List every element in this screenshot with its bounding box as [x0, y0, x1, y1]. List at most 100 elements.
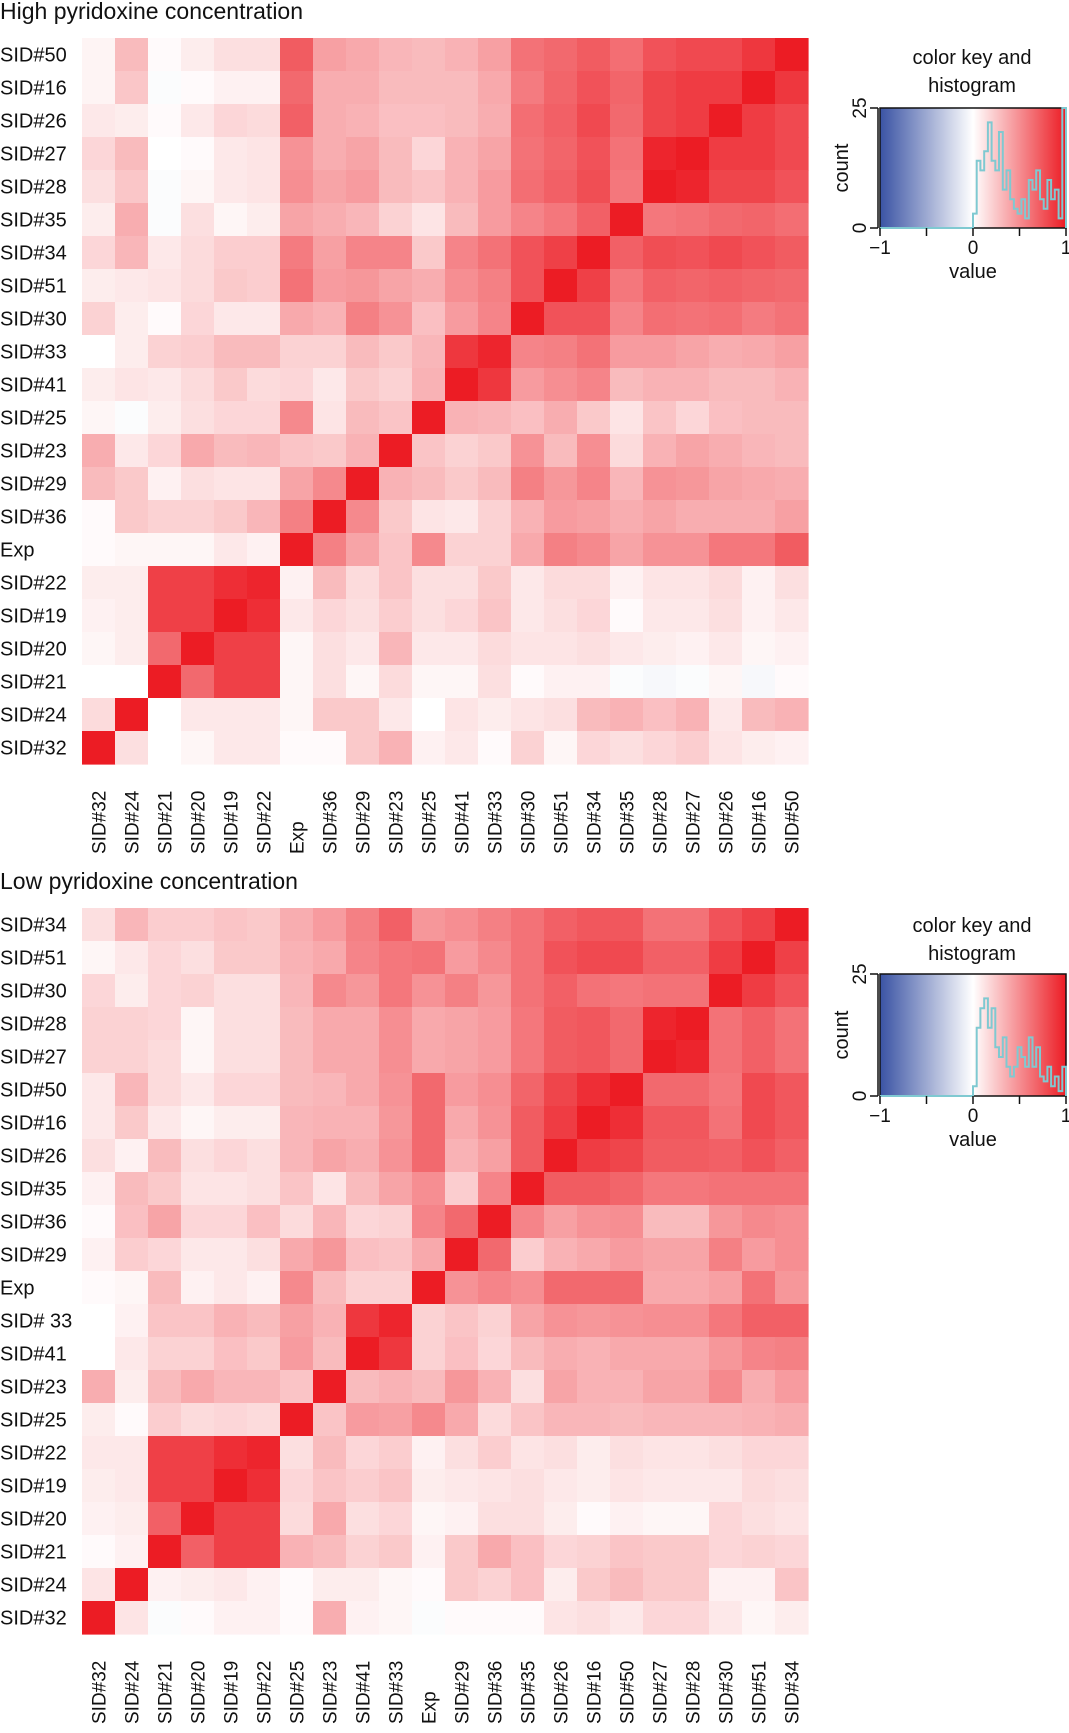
heatmap-cell: [775, 698, 809, 732]
heatmap-cell: [181, 665, 215, 699]
heatmap-cell: [577, 1568, 611, 1602]
heatmap-cell: [544, 170, 578, 204]
heatmap-cell: [280, 1502, 314, 1536]
heatmap-cell: [610, 500, 644, 534]
heatmap-cell: [544, 599, 578, 633]
heatmap-cell: [280, 1106, 314, 1140]
heatmap-cell: [445, 104, 479, 138]
heatmap-cell: [610, 533, 644, 567]
row-label: SID#27: [0, 1047, 67, 1069]
heatmap-cell: [577, 908, 611, 942]
heatmap-cell: [346, 1106, 380, 1140]
heatmap-cell: [610, 1535, 644, 1569]
heatmap-cell: [181, 731, 215, 765]
heatmap-cell: [544, 236, 578, 270]
heatmap-cell: [82, 170, 116, 204]
heatmap-cell: [676, 1304, 710, 1338]
heatmap-cell: [742, 401, 776, 435]
heatmap-cell: [478, 137, 512, 171]
heatmap-cell: [115, 1205, 149, 1239]
column-label: SID#41: [453, 791, 474, 854]
heatmap-cell: [445, 467, 479, 501]
heatmap-cell: [445, 1337, 479, 1371]
row-label: SID#21: [0, 672, 67, 694]
heatmap-cell: [148, 1271, 182, 1305]
heatmap-cell: [643, 1469, 677, 1503]
column-label: SID#30: [717, 1661, 738, 1724]
heatmap-cell: [775, 368, 809, 402]
heatmap-cell: [148, 533, 182, 567]
heatmap-cell: [214, 1601, 248, 1635]
heatmap-cell: [610, 731, 644, 765]
color-key-gradient: [880, 974, 1066, 1096]
heatmap-cell: [775, 1535, 809, 1569]
heatmap-cell: [610, 632, 644, 666]
heatmap-cell: [775, 1436, 809, 1470]
heatmap-cell: [709, 368, 743, 402]
heatmap-cell: [643, 632, 677, 666]
heatmap-cell: [247, 1205, 281, 1239]
heatmap-cell: [346, 203, 380, 237]
heatmap-cell: [742, 335, 776, 369]
heatmap-cell: [346, 1304, 380, 1338]
heatmap-cell: [676, 1469, 710, 1503]
heatmap-cell: [214, 1073, 248, 1107]
heatmap-cell: [82, 104, 116, 138]
heatmap-cell: [346, 335, 380, 369]
y-axis-label: count: [831, 1010, 853, 1059]
heatmap-cell: [676, 1007, 710, 1041]
heatmap-cell: [82, 698, 116, 732]
column-label: SID#24: [123, 1660, 144, 1724]
heatmap-cell: [478, 599, 512, 633]
heatmap-cell: [313, 974, 347, 1008]
heatmap-cell: [775, 1403, 809, 1437]
heatmap-cell: [478, 1139, 512, 1173]
heatmap-cell: [313, 236, 347, 270]
heatmap-cell: [676, 467, 710, 501]
column-label: SID#26: [552, 1661, 573, 1724]
heatmap-cell: [247, 467, 281, 501]
heatmap-cell: [478, 401, 512, 435]
heatmap-cell: [115, 1007, 149, 1041]
heatmap-cell: [775, 1502, 809, 1536]
heatmap-cell: [115, 1040, 149, 1074]
heatmap-cell: [478, 1601, 512, 1635]
heatmap-cell: [181, 203, 215, 237]
heatmap-cell: [181, 1601, 215, 1635]
color-key-x-axis: −1 0 1 value: [869, 228, 1069, 283]
heatmap-cell: [676, 1535, 710, 1569]
heatmap-cell: [511, 203, 545, 237]
heatmap-cell: [544, 335, 578, 369]
heatmap-cell: [247, 632, 281, 666]
heatmap-cell: [214, 170, 248, 204]
heatmap-cell: [742, 1403, 776, 1437]
heatmap-cell: [643, 533, 677, 567]
heatmap-cell: [379, 71, 413, 105]
y-axis-label: count: [831, 143, 853, 192]
heatmap-cell: [214, 698, 248, 732]
heatmap-cell: [115, 974, 149, 1008]
heatmap-cell: [379, 1172, 413, 1206]
heatmap-cell: [478, 941, 512, 975]
heatmap-cell: [676, 1403, 710, 1437]
heatmap-cell: [313, 698, 347, 732]
heatmap-cell: [742, 1007, 776, 1041]
heatmap-cell: [775, 269, 809, 303]
heatmap-cell: [511, 1337, 545, 1371]
heatmap-cell: [379, 698, 413, 732]
heatmap-cell: [346, 1436, 380, 1470]
row-label: SID#29: [0, 1245, 67, 1267]
heatmap-cell: [346, 599, 380, 633]
heatmap-cell: [511, 698, 545, 732]
heatmap-cell: [346, 566, 380, 600]
heatmap-cell: [775, 1370, 809, 1404]
heatmap-cell: [676, 974, 710, 1008]
heatmap-cell: [577, 1370, 611, 1404]
heatmap-cell: [544, 566, 578, 600]
heatmap-cell: [511, 1436, 545, 1470]
heatmap-cell: [346, 38, 380, 72]
heatmap-cell: [148, 1238, 182, 1272]
heatmap-cell: [775, 401, 809, 435]
heatmap-cell: [643, 974, 677, 1008]
color-key-title-line1: color key and: [912, 915, 1032, 937]
